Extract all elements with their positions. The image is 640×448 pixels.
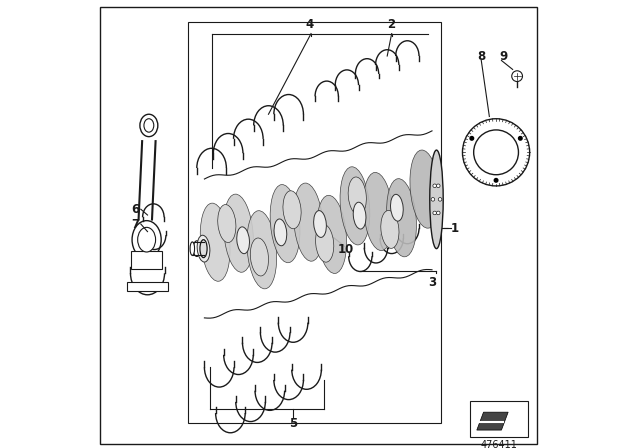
Ellipse shape — [132, 221, 161, 259]
Ellipse shape — [430, 186, 443, 213]
Bar — [131, 251, 163, 269]
Ellipse shape — [197, 235, 210, 262]
Circle shape — [463, 119, 530, 186]
Text: 3: 3 — [428, 276, 436, 289]
Text: 476411: 476411 — [481, 440, 518, 448]
Ellipse shape — [314, 211, 326, 237]
Ellipse shape — [283, 191, 301, 229]
Ellipse shape — [274, 219, 287, 246]
Ellipse shape — [190, 242, 195, 255]
Circle shape — [474, 130, 518, 175]
Circle shape — [433, 184, 436, 188]
Ellipse shape — [294, 183, 323, 261]
Ellipse shape — [223, 194, 253, 272]
Text: 6: 6 — [131, 202, 139, 216]
Circle shape — [433, 211, 436, 215]
Ellipse shape — [340, 167, 370, 245]
Circle shape — [431, 198, 435, 201]
Ellipse shape — [250, 238, 269, 276]
Ellipse shape — [138, 228, 156, 252]
Circle shape — [518, 137, 522, 140]
Text: 9: 9 — [500, 49, 508, 63]
Text: 5: 5 — [289, 417, 297, 430]
Circle shape — [512, 71, 522, 82]
Text: 7: 7 — [131, 217, 139, 231]
Text: 10: 10 — [338, 243, 354, 257]
Ellipse shape — [410, 150, 440, 228]
Circle shape — [470, 137, 474, 140]
Ellipse shape — [430, 150, 444, 249]
Bar — [470, 401, 528, 437]
Text: 1: 1 — [451, 222, 458, 235]
Circle shape — [436, 211, 440, 215]
Ellipse shape — [364, 172, 393, 250]
Text: 2: 2 — [388, 18, 396, 31]
Ellipse shape — [353, 202, 366, 229]
Ellipse shape — [390, 194, 403, 221]
Ellipse shape — [387, 179, 417, 257]
Ellipse shape — [200, 203, 230, 281]
Circle shape — [494, 178, 498, 182]
Text: 8: 8 — [477, 49, 485, 63]
Circle shape — [436, 184, 440, 188]
Ellipse shape — [218, 205, 236, 242]
Text: 4: 4 — [305, 18, 314, 31]
Ellipse shape — [193, 241, 200, 256]
Ellipse shape — [316, 224, 333, 262]
Ellipse shape — [200, 240, 207, 258]
Ellipse shape — [144, 119, 154, 132]
Ellipse shape — [348, 177, 366, 215]
Ellipse shape — [270, 185, 300, 263]
Ellipse shape — [140, 114, 158, 137]
Bar — [127, 282, 168, 291]
Circle shape — [438, 198, 442, 201]
Polygon shape — [477, 412, 508, 430]
Ellipse shape — [381, 211, 399, 248]
Ellipse shape — [247, 211, 276, 289]
Ellipse shape — [237, 227, 250, 254]
Bar — [188, 22, 441, 423]
Ellipse shape — [317, 195, 346, 273]
